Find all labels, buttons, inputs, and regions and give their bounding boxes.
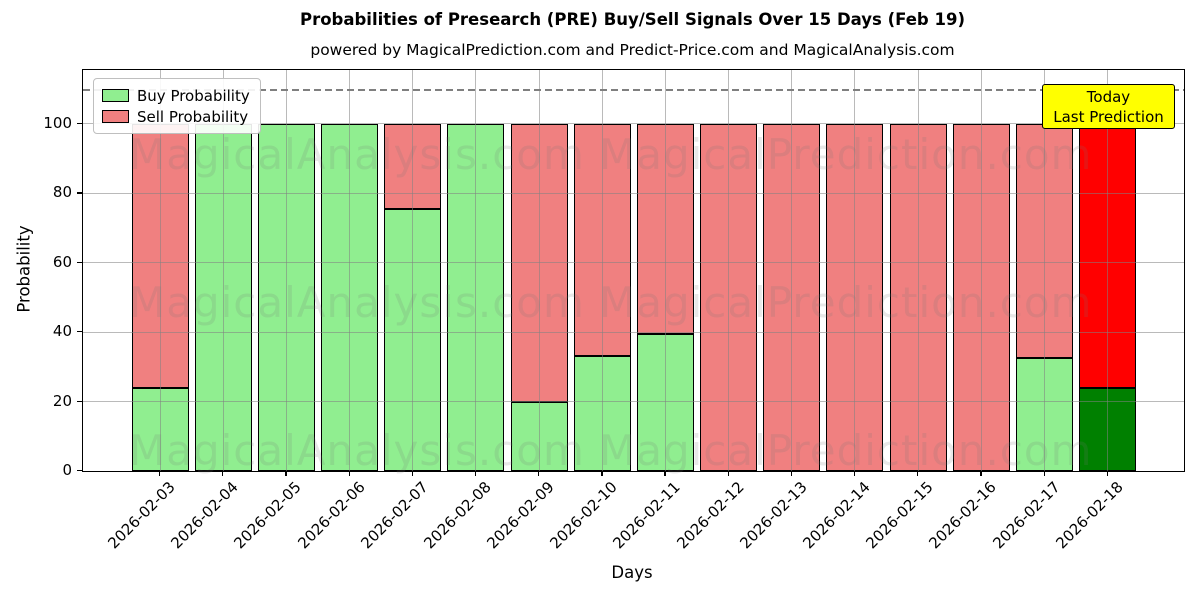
y-axis-title: Probability <box>14 225 34 313</box>
y-tick-label: 0 <box>62 461 72 479</box>
annotation-line2: Last Prediction <box>1053 107 1164 126</box>
x-tick-label: 2026-02-13 <box>736 478 811 553</box>
today-annotation: Today Last Prediction <box>1042 84 1175 129</box>
x-axis-title: Days <box>611 563 653 582</box>
gridline-horizontal <box>83 331 1184 333</box>
gridline-vertical <box>349 70 351 471</box>
y-tick-label: 60 <box>52 252 72 271</box>
x-tick <box>159 471 161 476</box>
x-tick-label: 2026-02-11 <box>609 478 685 553</box>
x-tick-label: 2026-02-07 <box>357 478 432 553</box>
sell-swatch-icon <box>102 110 129 123</box>
gridline-vertical <box>412 70 414 471</box>
x-tick-label: 2026-02-09 <box>483 478 558 553</box>
gridline-vertical <box>159 70 161 471</box>
x-tick-label: 2026-02-17 <box>988 478 1064 553</box>
x-tick <box>790 471 793 476</box>
x-tick <box>538 471 540 476</box>
y-tick <box>77 331 82 333</box>
gridline-vertical <box>601 70 603 471</box>
legend-label-buy: Buy Probability <box>137 86 250 105</box>
y-tick <box>77 470 82 472</box>
chart-title: Probabilities of Presearch (PRE) Buy/Sel… <box>299 10 965 29</box>
y-tick-label: 80 <box>52 183 72 202</box>
y-tick-label: 100 <box>43 113 72 132</box>
x-tick-label: 2026-02-05 <box>230 478 306 553</box>
y-tick <box>77 261 82 263</box>
plot-area: Buy Probability Sell Probability Today L… <box>82 69 1185 472</box>
x-tick-label: 2026-02-15 <box>862 478 937 553</box>
x-tick <box>980 471 982 476</box>
gridline-vertical <box>1107 70 1109 471</box>
x-tick <box>601 471 603 476</box>
gridline-vertical <box>285 70 287 471</box>
x-tick <box>664 471 666 476</box>
x-tick-label: 2026-02-16 <box>925 478 1001 553</box>
gridline-vertical <box>728 70 730 471</box>
gridline-vertical <box>475 70 477 471</box>
y-tick-label: 20 <box>52 391 72 410</box>
gridline-vertical <box>980 70 982 471</box>
legend-item-buy: Buy Probability <box>102 85 250 106</box>
dashed-threshold-line <box>83 89 1184 91</box>
annotation-line1: Today <box>1086 87 1131 106</box>
x-tick-label: 2026-02-03 <box>104 478 179 553</box>
x-tick-label: 2026-02-10 <box>546 478 621 553</box>
gridline-horizontal <box>83 123 1184 125</box>
gridline-horizontal <box>83 192 1184 194</box>
x-tick-label: 2026-02-08 <box>420 478 495 553</box>
gridline-horizontal <box>83 262 1184 264</box>
y-tick <box>77 192 82 194</box>
x-tick-label: 2026-02-06 <box>293 478 369 553</box>
x-tick <box>727 471 729 476</box>
gridline-vertical <box>1044 70 1046 471</box>
buy-swatch-icon <box>102 89 129 102</box>
x-tick-label: 2026-02-12 <box>672 478 748 553</box>
gridline-vertical <box>222 70 224 471</box>
x-tick-label: 2026-02-04 <box>167 478 242 553</box>
chart-subtitle: powered by MagicalPrediction.com and Pre… <box>310 41 955 59</box>
gridline-vertical <box>664 70 666 471</box>
legend: Buy Probability Sell Probability <box>93 78 261 134</box>
x-tick <box>1106 471 1108 476</box>
x-tick <box>411 471 414 476</box>
gridline-vertical <box>791 70 793 471</box>
gridline-vertical <box>854 70 856 471</box>
legend-label-sell: Sell Probability <box>137 107 249 126</box>
gridline-vertical <box>917 70 919 471</box>
y-tick <box>77 122 82 125</box>
y-tick-label: 40 <box>52 322 72 341</box>
x-tick-label: 2026-02-14 <box>799 478 874 553</box>
x-tick <box>853 471 856 476</box>
x-tick <box>285 471 287 476</box>
x-tick <box>474 471 477 476</box>
legend-item-sell: Sell Probability <box>102 106 250 127</box>
x-tick <box>222 471 224 476</box>
x-tick-label: 2026-02-18 <box>1052 478 1127 553</box>
gridline-horizontal <box>83 401 1184 403</box>
x-tick <box>917 471 919 476</box>
gridline-vertical <box>538 70 540 471</box>
y-tick <box>77 400 82 402</box>
x-tick <box>1043 471 1045 476</box>
x-tick <box>348 471 350 476</box>
